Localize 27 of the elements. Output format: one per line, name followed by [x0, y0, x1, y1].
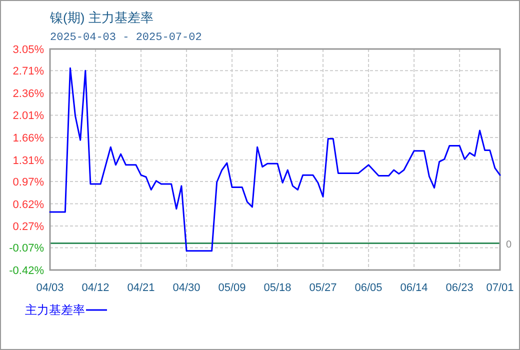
x-tick-label: 04/30 [172, 282, 200, 294]
chart-title: 镍(期) 主力基差率 [49, 10, 154, 25]
x-tick-label: 04/03 [36, 282, 64, 294]
y-tick-label: 0.27% [12, 221, 44, 234]
x-tick-label: 05/18 [264, 282, 292, 294]
x-tick-label: 04/21 [127, 282, 155, 294]
y-tick-label: 3.05% [12, 44, 44, 56]
x-tick-label: 06/14 [400, 282, 428, 294]
x-tick-label: 06/05 [354, 282, 382, 294]
y-tick-label: 1.31% [12, 154, 44, 167]
line-series [49, 67, 501, 252]
y-tick-label: 1.66% [12, 132, 44, 145]
y-tick-label: 0.97% [12, 176, 44, 188]
ref-line-label: 0 [506, 239, 512, 250]
legend-label: 主力基差率 [25, 303, 85, 317]
x-tick-label: 04/12 [82, 282, 110, 294]
x-tick-label: 07/01 [486, 282, 514, 294]
y-tick-label: -0.42% [9, 265, 44, 277]
chart-subtitle: 2025-04-03 - 2025-07-02 [50, 32, 202, 44]
y-tick-label: 2.01% [12, 110, 44, 122]
y-tick-label: 2.71% [12, 66, 44, 78]
y-tick-label: -0.07% [9, 242, 44, 255]
y-tick-label: 0.62% [12, 198, 44, 211]
x-tick-label: 06/23 [446, 282, 474, 294]
x-tick-label: 05/09 [218, 282, 246, 294]
y-tick-label: 2.36% [12, 88, 44, 100]
x-tick-label: 05/27 [309, 282, 337, 294]
